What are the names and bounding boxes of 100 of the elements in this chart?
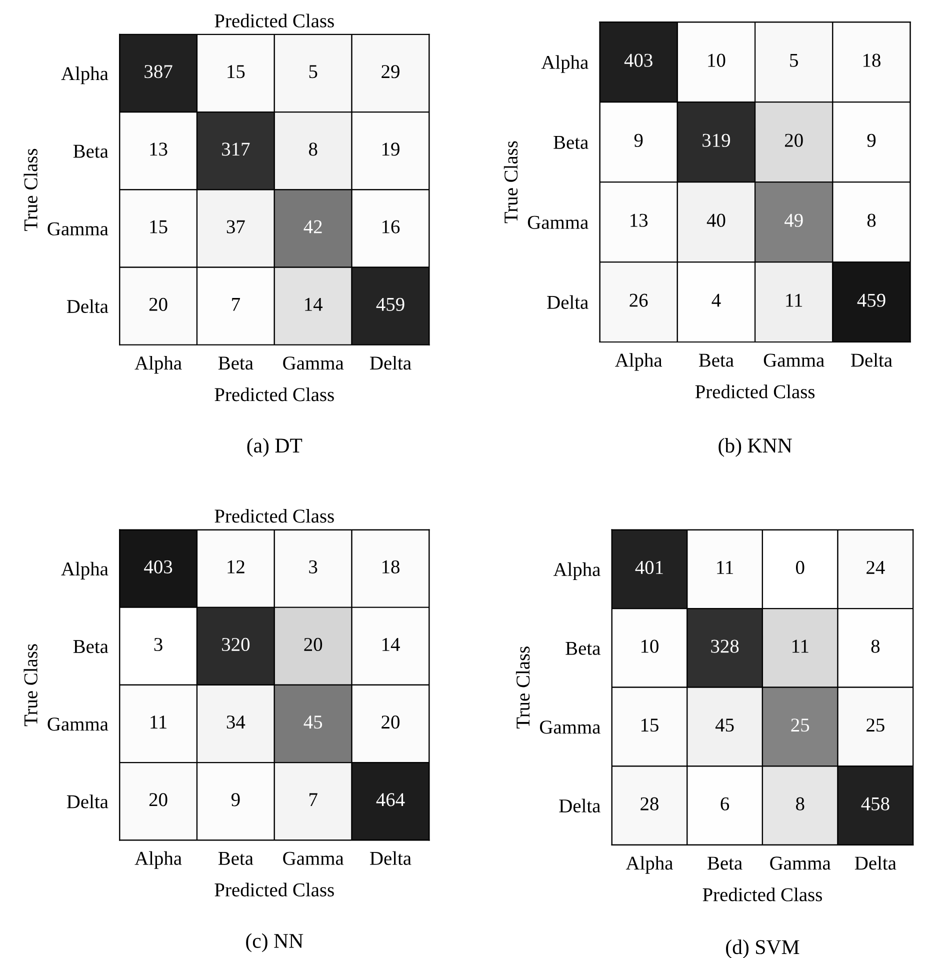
data-label: 14 <box>305 298 323 311</box>
data-label: 20 <box>149 298 168 311</box>
y-tick-label: Gamma <box>528 216 588 229</box>
data-label: 9 <box>634 134 643 147</box>
y-tick-label: Beta <box>554 136 588 149</box>
y-tick-label: Beta <box>566 642 600 655</box>
x-tick-label: Gamma <box>283 356 344 370</box>
text: (d) SVM <box>726 940 800 958</box>
y-tick-label: Beta <box>73 640 108 654</box>
x-tick-label: Beta <box>218 356 254 370</box>
data-label: 13 <box>630 214 648 227</box>
data-label: 11 <box>786 294 802 307</box>
data-label: 29 <box>382 65 400 78</box>
data-label: 6 <box>720 797 730 810</box>
data-label: 7 <box>232 298 240 311</box>
data-label: 10 <box>708 54 726 67</box>
y-axis-title: True Class <box>24 148 38 231</box>
data-label: 12 <box>228 560 244 574</box>
data-label: 11 <box>150 716 166 728</box>
y-tick-label: Alpha <box>541 55 588 73</box>
y-tick-label: Delta <box>547 295 588 309</box>
data-label: 25 <box>791 718 810 732</box>
x-axis-title: Predicted Class <box>702 888 822 902</box>
y-tick-label: Delta <box>66 299 108 314</box>
data-label: 401 <box>635 560 663 574</box>
x-tick-label: Alpha <box>626 856 673 874</box>
y-tick-label: Alpha <box>61 66 108 84</box>
data-label: 319 <box>702 134 730 147</box>
data-label: 25 <box>866 718 884 732</box>
data-label: 8 <box>871 640 880 653</box>
data-label: 24 <box>866 560 885 574</box>
y-axis-title: True Class <box>504 141 518 224</box>
data-label: 5 <box>309 65 318 78</box>
data-label: 0 <box>796 560 804 574</box>
data-label: 16 <box>382 220 400 234</box>
x-tick-label: Alpha <box>615 353 662 371</box>
data-label: 3 <box>154 638 162 652</box>
y-tick-label: Delta <box>559 798 600 812</box>
data-label: 49 <box>784 214 803 227</box>
data-label: 403 <box>144 560 172 574</box>
y-tick-label: Gamma <box>540 720 600 734</box>
x-tick-label: Alpha <box>134 356 182 374</box>
data-label: 34 <box>226 716 246 729</box>
x-tick-label: Delta <box>851 353 892 367</box>
data-label: 37 <box>226 220 245 234</box>
text: (c) NN <box>246 933 304 952</box>
data-label: 4 <box>712 294 721 307</box>
x-tick-label: Beta <box>698 354 734 367</box>
data-label: 7 <box>310 793 318 806</box>
x-tick-label: Gamma <box>764 354 824 367</box>
data-label: 45 <box>304 716 322 729</box>
y-axis-title: True Class <box>24 644 38 726</box>
x-axis-title: Predicted Class <box>695 384 815 398</box>
x-tick-label: Alpha <box>134 851 182 869</box>
data-label: 387 <box>144 65 172 78</box>
data-label: 317 <box>222 142 250 156</box>
x-axis-title: Predicted Class <box>214 388 334 402</box>
y-tick-label: Delta <box>66 794 108 808</box>
x-tick-label: Delta <box>370 851 412 865</box>
data-label: 14 <box>382 638 400 651</box>
data-label: 320 <box>222 638 250 652</box>
data-label: 10 <box>641 640 658 653</box>
x-axis-title: Predicted Class <box>214 882 334 896</box>
x-tick-label: Delta <box>854 856 896 870</box>
data-label: 9 <box>231 793 240 806</box>
data-label: 328 <box>711 640 739 653</box>
data-label: 20 <box>304 638 322 652</box>
data-label: 20 <box>149 793 168 806</box>
x-tick-label: Beta <box>218 852 254 865</box>
data-label: 28 <box>640 797 658 810</box>
data-label: 8 <box>308 142 318 156</box>
data-label: 19 <box>382 142 400 156</box>
data-label: 40 <box>706 214 726 227</box>
data-label: 403 <box>624 54 652 67</box>
data-label: 20 <box>784 134 803 147</box>
data-label: 3 <box>309 560 318 574</box>
x2-axis-title: Predicted Class <box>214 509 334 523</box>
y-tick-label: Gamma <box>48 718 108 731</box>
data-label: 459 <box>376 298 404 311</box>
data-label: 5 <box>790 54 798 67</box>
data-label: 15 <box>150 220 168 234</box>
x2-axis-title: Predicted Class <box>214 14 334 28</box>
data-label: 11 <box>792 640 808 653</box>
y-tick-label: Gamma <box>48 222 108 236</box>
y-axis-title: True Class <box>516 646 530 729</box>
data-label: 458 <box>861 797 890 810</box>
data-label: 18 <box>382 560 400 574</box>
data-label: 459 <box>857 294 886 307</box>
data-label: 15 <box>641 718 658 732</box>
data-label: 18 <box>863 54 880 67</box>
data-label: 42 <box>304 220 322 234</box>
data-label: 15 <box>228 65 245 78</box>
x-tick-label: Gamma <box>770 856 831 870</box>
data-label: 464 <box>376 793 405 806</box>
data-label: 20 <box>382 716 400 729</box>
data-label: 13 <box>150 142 168 156</box>
x-tick-label: Delta <box>370 356 412 370</box>
data-label: 45 <box>715 718 734 732</box>
text: (a) DT <box>247 438 302 457</box>
y-tick-label: Beta <box>73 144 108 158</box>
